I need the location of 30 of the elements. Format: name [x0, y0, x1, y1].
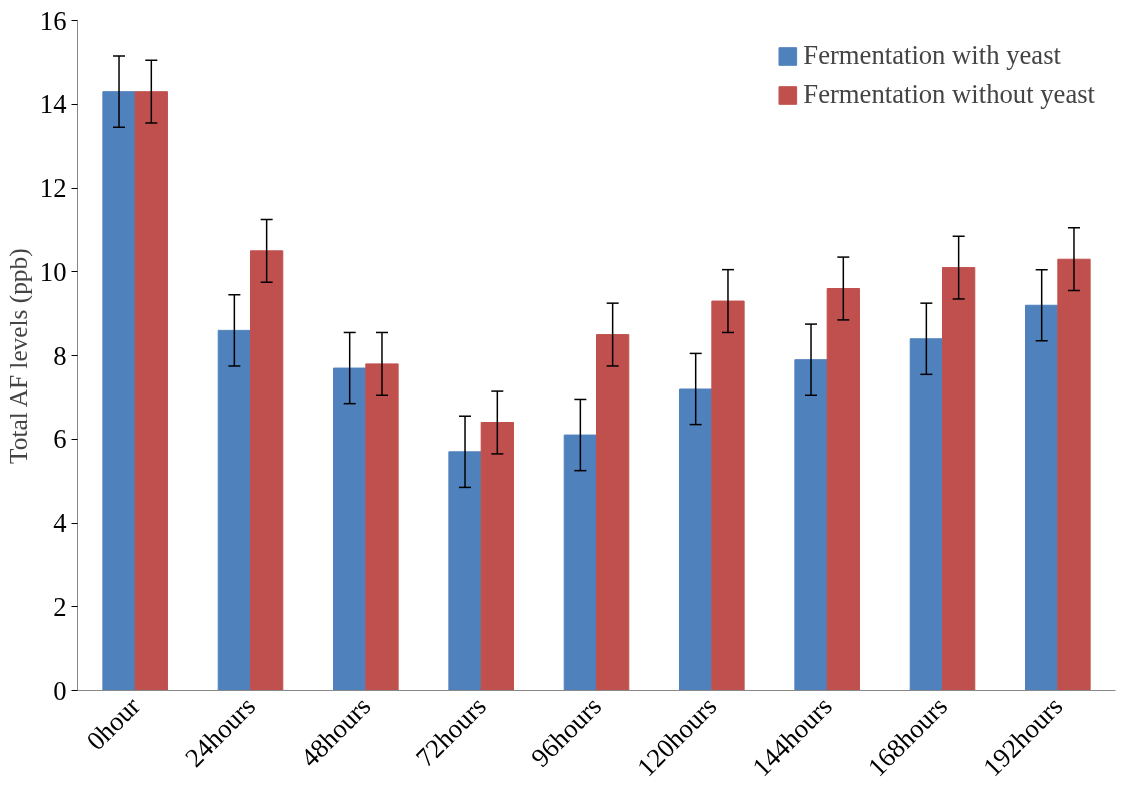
y-tick-label: 14 — [39, 89, 67, 120]
y-axis-title: Total AF levels (ppb) — [3, 248, 33, 464]
bar — [942, 267, 976, 691]
bar — [909, 338, 943, 691]
bar — [711, 300, 745, 691]
bar — [480, 422, 514, 691]
y-tick-label: 0 — [53, 675, 67, 706]
bar — [826, 288, 860, 691]
bar — [1025, 304, 1059, 691]
y-tick-label: 4 — [53, 508, 67, 538]
bar — [1057, 258, 1091, 691]
bar — [217, 329, 251, 691]
bar — [596, 334, 630, 691]
y-tick-label: 2 — [53, 591, 67, 622]
bar — [563, 434, 597, 691]
legend-label: Fermentation without yeast — [803, 79, 1095, 110]
legend-label: Fermentation with yeast — [803, 40, 1061, 71]
y-tick-label: 10 — [39, 256, 67, 287]
y-tick-label: 6 — [53, 424, 67, 455]
bar — [333, 367, 367, 691]
bar — [102, 91, 136, 691]
bar — [134, 91, 168, 691]
y-tick-label: 16 — [39, 5, 67, 36]
y-tick-label: 12 — [39, 173, 67, 203]
bar — [679, 388, 713, 691]
bar — [794, 359, 828, 691]
bar — [448, 451, 482, 691]
bar — [250, 250, 284, 691]
y-tick-label: 8 — [53, 340, 67, 371]
bar — [365, 363, 399, 691]
